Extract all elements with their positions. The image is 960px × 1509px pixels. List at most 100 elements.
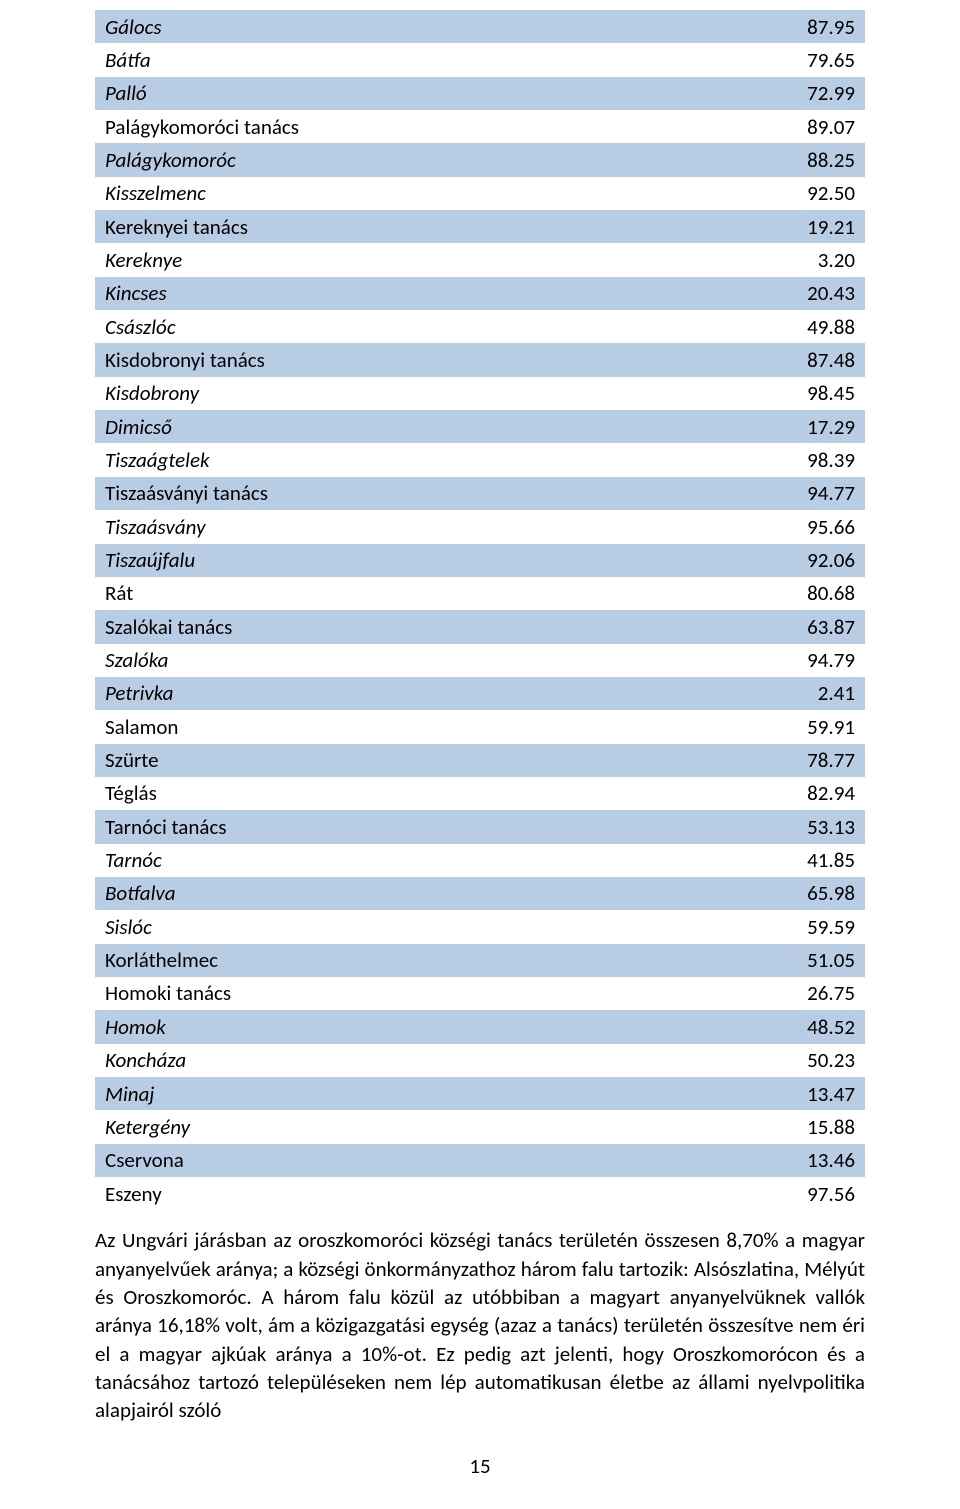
- table-row: Kereknye3.20: [95, 243, 865, 276]
- locality-name: Sislóc: [95, 910, 745, 943]
- locality-value: 87.48: [745, 343, 865, 376]
- table-row: Kisdobronyi tanács87.48: [95, 343, 865, 376]
- locality-name: Tarnóci tanács: [95, 810, 745, 843]
- locality-name: Téglás: [95, 777, 745, 810]
- table-row: Gálocs87.95: [95, 10, 865, 43]
- table-row: Tiszaásvány95.66: [95, 510, 865, 543]
- locality-table: Gálocs87.95Bátfa79.65Palló72.99Palágykom…: [95, 10, 865, 1210]
- table-row: Dimicső17.29: [95, 410, 865, 443]
- table-row: Tarnóci tanács53.13: [95, 810, 865, 843]
- locality-name: Bátfa: [95, 43, 745, 76]
- locality-name: Ketergény: [95, 1110, 745, 1143]
- locality-value: 94.79: [745, 644, 865, 677]
- table-row: Botfalva65.98: [95, 877, 865, 910]
- locality-name: Tiszaásványi tanács: [95, 477, 745, 510]
- locality-value: 13.47: [745, 1077, 865, 1110]
- locality-value: 20.43: [745, 277, 865, 310]
- table-row: Bátfa79.65: [95, 43, 865, 76]
- locality-value: 78.77: [745, 744, 865, 777]
- locality-value: 17.29: [745, 410, 865, 443]
- locality-name: Tiszaújfalu: [95, 544, 745, 577]
- locality-value: 48.52: [745, 1010, 865, 1043]
- table-row: Ketergény15.88: [95, 1110, 865, 1143]
- locality-name: Kereknye: [95, 243, 745, 276]
- locality-name: Homoki tanács: [95, 977, 745, 1010]
- table-row: Császlóc49.88: [95, 310, 865, 343]
- locality-value: 2.41: [745, 677, 865, 710]
- locality-value: 98.45: [745, 377, 865, 410]
- table-row: Rát80.68: [95, 577, 865, 610]
- locality-value: 65.98: [745, 877, 865, 910]
- locality-name: Szürte: [95, 744, 745, 777]
- table-row: Palágykomoróci tanács89.07: [95, 110, 865, 143]
- locality-value: 50.23: [745, 1044, 865, 1077]
- table-row: Tiszaásványi tanács94.77: [95, 477, 865, 510]
- table-row: Tiszaújfalu92.06: [95, 544, 865, 577]
- locality-value: 97.56: [745, 1177, 865, 1210]
- locality-value: 79.65: [745, 43, 865, 76]
- locality-value: 51.05: [745, 944, 865, 977]
- locality-value: 59.59: [745, 910, 865, 943]
- locality-name: Rát: [95, 577, 745, 610]
- locality-value: 87.95: [745, 10, 865, 43]
- locality-name: Császlóc: [95, 310, 745, 343]
- table-row: Cservona13.46: [95, 1144, 865, 1177]
- locality-name: Homok: [95, 1010, 745, 1043]
- table-row: Szalókai tanács63.87: [95, 610, 865, 643]
- locality-value: 41.85: [745, 844, 865, 877]
- locality-name: Salamon: [95, 710, 745, 743]
- locality-name: Eszeny: [95, 1177, 745, 1210]
- locality-value: 63.87: [745, 610, 865, 643]
- locality-value: 88.25: [745, 143, 865, 176]
- table-row: Tarnóc41.85: [95, 844, 865, 877]
- locality-name: Tiszaágtelek: [95, 443, 745, 476]
- locality-name: Kisdobrony: [95, 377, 745, 410]
- locality-value: 92.06: [745, 544, 865, 577]
- table-row: Homoki tanács26.75: [95, 977, 865, 1010]
- locality-name: Kincses: [95, 277, 745, 310]
- table-row: Koncháza50.23: [95, 1044, 865, 1077]
- locality-name: Szalóka: [95, 644, 745, 677]
- locality-value: 13.46: [745, 1144, 865, 1177]
- locality-name: Korláthelmec: [95, 944, 745, 977]
- locality-name: Petrivka: [95, 677, 745, 710]
- table-row: Korláthelmec51.05: [95, 944, 865, 977]
- table-row: Szalóka94.79: [95, 644, 865, 677]
- table-row: Sislóc59.59: [95, 910, 865, 943]
- locality-value: 92.50: [745, 177, 865, 210]
- locality-value: 59.91: [745, 710, 865, 743]
- locality-value: 89.07: [745, 110, 865, 143]
- body-paragraph: Az Ungvári járásban az oroszkomoróci köz…: [95, 1226, 865, 1424]
- table-row: Minaj13.47: [95, 1077, 865, 1110]
- locality-value: 26.75: [745, 977, 865, 1010]
- table-row: Homok48.52: [95, 1010, 865, 1043]
- locality-name: Koncháza: [95, 1044, 745, 1077]
- table-row: Kisszelmenc92.50: [95, 177, 865, 210]
- locality-name: Palágykomoróci tanács: [95, 110, 745, 143]
- locality-name: Tarnóc: [95, 844, 745, 877]
- table-row: Kincses20.43: [95, 277, 865, 310]
- table-row: Palágykomoróc88.25: [95, 143, 865, 176]
- table-row: Tiszaágtelek98.39: [95, 443, 865, 476]
- table-row: Kisdobrony98.45: [95, 377, 865, 410]
- locality-value: 94.77: [745, 477, 865, 510]
- locality-name: Palágykomoróc: [95, 143, 745, 176]
- locality-name: Gálocs: [95, 10, 745, 43]
- table-row: Petrivka2.41: [95, 677, 865, 710]
- locality-value: 80.68: [745, 577, 865, 610]
- locality-name: Dimicső: [95, 410, 745, 443]
- locality-value: 3.20: [745, 243, 865, 276]
- table-row: Eszeny97.56: [95, 1177, 865, 1210]
- locality-value: 53.13: [745, 810, 865, 843]
- locality-value: 82.94: [745, 777, 865, 810]
- locality-name: Palló: [95, 77, 745, 110]
- table-row: Téglás82.94: [95, 777, 865, 810]
- locality-value: 95.66: [745, 510, 865, 543]
- table-row: Szürte78.77: [95, 744, 865, 777]
- locality-name: Kisszelmenc: [95, 177, 745, 210]
- page-number: 15: [95, 1453, 865, 1479]
- locality-value: 98.39: [745, 443, 865, 476]
- locality-name: Tiszaásvány: [95, 510, 745, 543]
- table-row: Kereknyei tanács19.21: [95, 210, 865, 243]
- locality-value: 19.21: [745, 210, 865, 243]
